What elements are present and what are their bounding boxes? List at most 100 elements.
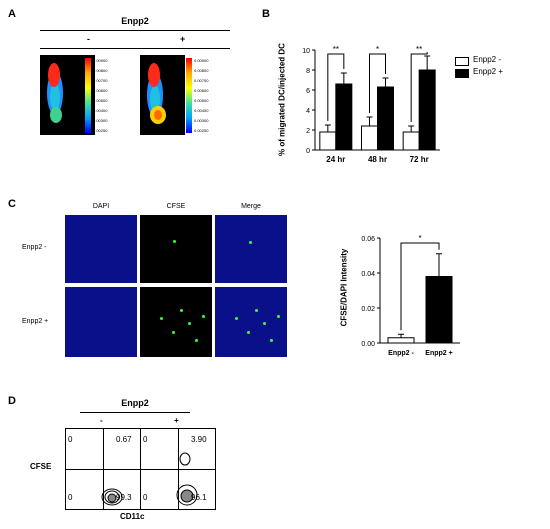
micrograph-dapi-minus: [65, 215, 137, 283]
bar: [387, 337, 415, 344]
heatmap-blob-minus: [47, 63, 63, 123]
micrograph-merge-plus: [215, 287, 287, 357]
significance-label: **: [333, 45, 339, 54]
colorbar-tick: 0.00500: [194, 98, 209, 103]
y-tick-label: 2: [306, 128, 310, 135]
flow-plot-minus: 0 0.67 0 99.3: [65, 428, 141, 510]
micrograph-dapi-plus: [65, 287, 137, 357]
panel-a-sub-line: [40, 48, 230, 49]
colorbar-tick: 0.00300: [194, 118, 209, 123]
quadrant-lr: 96.1: [191, 493, 207, 502]
col-header-dapi: DAPI: [92, 203, 110, 210]
colorbar-tick: 0.00600: [93, 88, 108, 93]
micrograph-cfse-plus: [140, 287, 212, 357]
migration-bar-chart: 0 2 4 6 8 10 24 hr ** 48 hr * 72 hr **: [302, 45, 440, 164]
significance-label: *: [418, 234, 421, 243]
x-tick-label: Enpp2 -: [388, 350, 414, 357]
colorbar-tick: 0.00400: [93, 108, 108, 113]
row-label-minus: Enpp2 -: [22, 244, 47, 251]
y-tick-label: 0.00: [361, 341, 375, 348]
colorbar-tick: 0.00700: [93, 78, 108, 83]
colorbar-tick: 0.00900: [194, 58, 209, 63]
colorbar-tick: 0.00500: [93, 98, 108, 103]
colorbar-ticks-minus: 0.00900 0.00800 0.00700 0.00600 0.00500 …: [93, 56, 123, 136]
bar: [418, 69, 436, 151]
legend-label-minus: Enpp2 -: [473, 55, 502, 64]
bar: [377, 86, 394, 151]
colorbar-minus: [85, 58, 91, 133]
significance-bracket: [410, 52, 428, 122]
significance-bracket: [369, 53, 386, 113]
legend-label-plus: Enpp2 +: [473, 67, 504, 76]
panel-b-label: B: [262, 8, 270, 20]
micrograph-merge-minus: [215, 215, 287, 283]
cfse-intensity-bar-chart: 0.00 0.02 0.04 0.06 Enpp2 - Enpp2 + *: [361, 234, 460, 357]
quadrant-ur: 0.67: [116, 435, 132, 444]
y-tick-label: 0.04: [361, 271, 375, 278]
col-header-cfse: CFSE: [166, 203, 186, 210]
colorbar-tick: 0.00250: [194, 128, 209, 133]
quadrant-lr: 99.3: [116, 493, 132, 502]
row-label-plus: Enpp2 +: [22, 318, 49, 325]
flow-plot-plus: 0 3.90 0 96.1: [140, 428, 216, 510]
x-tick-label: 24 hr: [326, 155, 345, 164]
y-tick-label: 6: [306, 88, 310, 95]
y-tick-label: 8: [306, 68, 310, 75]
x-tick-label: 72 hr: [410, 155, 429, 164]
chart-c-ylabel: CFSE/DAPI Intensity: [339, 248, 349, 327]
y-tick-label: 10: [302, 48, 310, 55]
panel-d-minus: -: [100, 416, 103, 425]
significance-bracket: [327, 53, 345, 121]
colorbar-tick: 0.00300: [93, 118, 108, 123]
colorbar-ticks-plus: 0.00900 0.00800 0.00700 0.00600 0.00500 …: [194, 56, 224, 136]
colorbar-tick: 0.00900: [93, 58, 108, 63]
quadrant-ll: 0: [143, 493, 148, 502]
significance-label: **: [416, 45, 422, 54]
bar: [402, 131, 420, 151]
flow-ylabel: CFSE: [30, 462, 52, 471]
bar: [425, 276, 453, 344]
colorbar-tick: 0.00800: [93, 68, 108, 73]
colorbar-tick: 0.00800: [194, 68, 209, 73]
colorbar-plus: [186, 58, 192, 133]
panel-d-group-line: [80, 412, 190, 413]
significance-bracket: [400, 242, 440, 331]
cfse-cell: [173, 240, 176, 243]
panel-d-group-title: Enpp2: [121, 398, 149, 408]
bar: [361, 125, 378, 151]
y-tick-label: 0.02: [361, 306, 375, 313]
quadrant-ul: 0: [68, 435, 73, 444]
panel-c-label: C: [8, 198, 16, 210]
panel-a-group-title: Enpp2: [121, 16, 149, 26]
panel-d-label: D: [8, 395, 16, 407]
bar: [319, 131, 337, 151]
panel-a-group-line: [40, 30, 230, 31]
quadrant-ul: 0: [143, 435, 148, 444]
contour-plus: [176, 452, 198, 506]
cfse-cell: [249, 241, 252, 244]
ivis-image-plus: [140, 55, 185, 135]
colorbar-tick: 0.00250: [93, 128, 108, 133]
panel-d-plus: +: [174, 416, 179, 425]
y-tick-label: 0.06: [361, 236, 375, 243]
col-header-merge: Merge: [241, 203, 261, 210]
x-tick-label: 48 hr: [368, 155, 387, 164]
panel-a-label: A: [8, 8, 16, 20]
bar: [335, 83, 353, 151]
flow-xlabel: CD11c: [120, 512, 145, 521]
quadrant-ll: 0: [68, 493, 73, 502]
significance-label: *: [376, 45, 379, 54]
colorbar-tick: 0.00700: [194, 78, 209, 83]
micrograph-cfse-minus: [140, 215, 212, 283]
legend-swatch-plus: [455, 69, 469, 78]
y-tick-label: 4: [306, 108, 310, 115]
colorbar-tick: 0.00600: [194, 88, 209, 93]
heatmap-blob-plus: [147, 63, 166, 124]
quadrant-ur: 3.90: [191, 435, 207, 444]
panel-a-plus: +: [180, 34, 186, 44]
x-tick-label: Enpp2 +: [425, 350, 452, 357]
panel-a-minus: -: [87, 34, 90, 44]
contour-minus: [101, 488, 123, 506]
colorbar-tick: 0.00400: [194, 108, 209, 113]
legend-swatch-minus: [455, 57, 469, 66]
